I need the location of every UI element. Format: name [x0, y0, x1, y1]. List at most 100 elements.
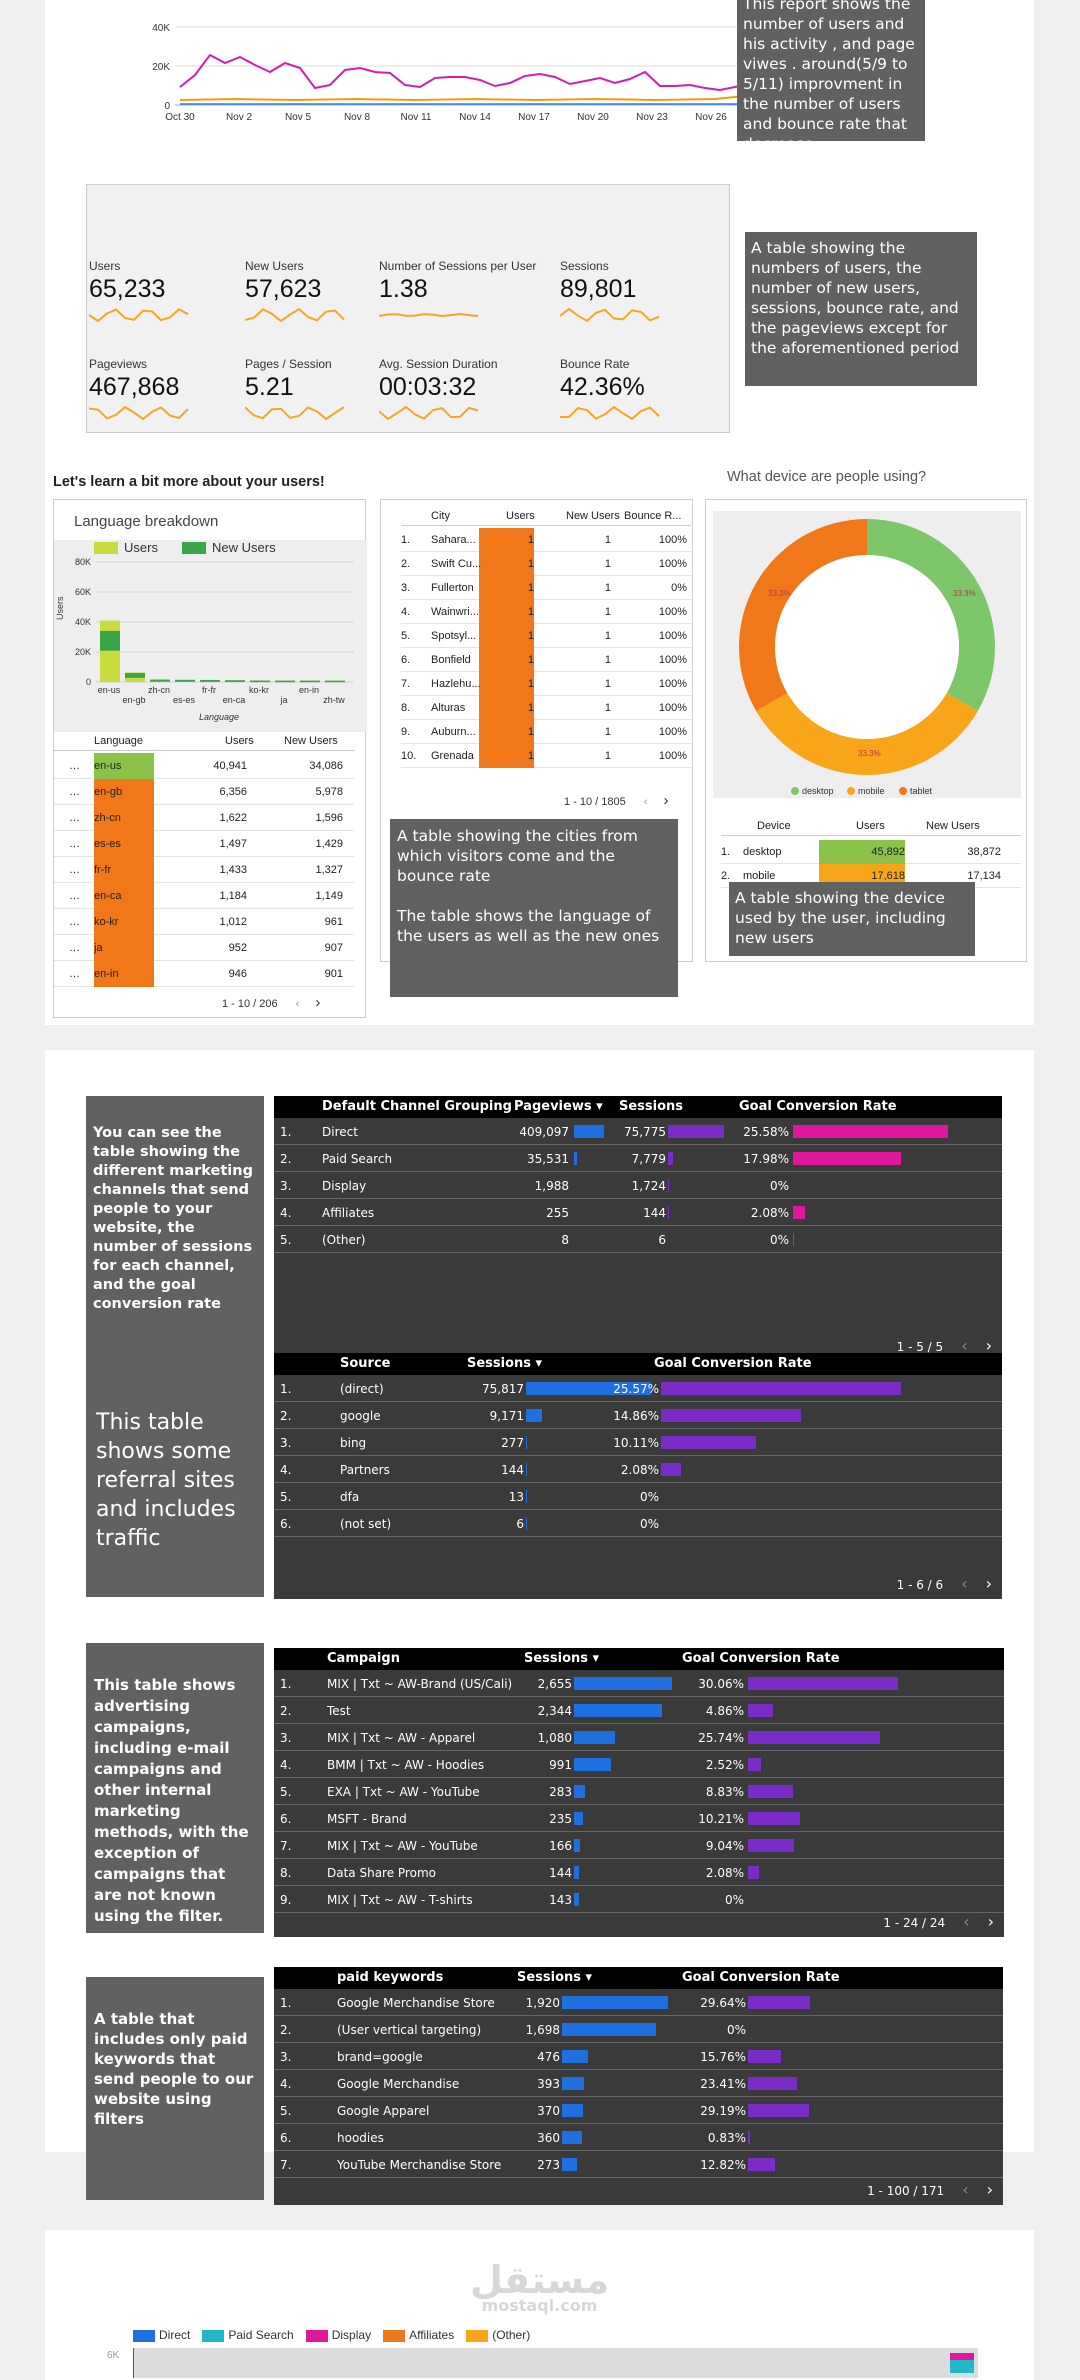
table-row[interactable]: 1. Sahara... 1 1 100%	[401, 528, 691, 552]
legend-item[interactable]: Paid Search	[202, 2328, 294, 2342]
table-row[interactable]: 5. dfa 13 0%	[274, 1483, 1002, 1510]
column-header[interactable]: New Users	[284, 735, 338, 747]
column-header[interactable]: Users	[506, 510, 535, 522]
table-row[interactable]: 6. Bonfield 1 1 100%	[401, 648, 691, 672]
next-page-icon[interactable]: ›	[986, 2180, 993, 2199]
table-row[interactable]: 4. Wainwri... 1 1 100%	[401, 600, 691, 624]
column-header[interactable]: Sessions	[619, 1099, 684, 1114]
kpi-sessions[interactable]: Sessions 89,801	[559, 259, 660, 331]
column-header[interactable]: Goal Conversion Rate	[739, 1099, 897, 1114]
prev-page-icon[interactable]: ‹	[295, 998, 300, 1010]
table-row[interactable]: 5. Spotsyl... 1 1 100%	[401, 624, 691, 648]
table-row[interactable]: 3. brand=google 476 15.76%	[274, 2043, 1003, 2070]
kpi-pageviews[interactable]: Pageviews 467,868	[88, 357, 189, 429]
table-row[interactable]: 7. MIX | Txt ~ AW - YouTube 166 9.04%	[274, 1832, 1004, 1859]
table-row[interactable]: … en-ca 1,184 1,149	[54, 883, 354, 909]
table-row[interactable]: 1. desktop 45,892 38,872	[721, 840, 1021, 864]
table-row[interactable]: 4. Affiliates 255 144 2.08%	[274, 1199, 1002, 1226]
prev-page-icon[interactable]: ‹	[643, 796, 648, 808]
table-row[interactable]: 7. Hazlehu... 1 1 100%	[401, 672, 691, 696]
column-header[interactable]: City	[431, 510, 450, 522]
table-row[interactable]: 3. Fullerton 1 1 0%	[401, 576, 691, 600]
table-cell: 1	[604, 726, 611, 738]
column-header[interactable]: paid keywords	[337, 1970, 444, 1985]
table-row[interactable]: 1. (direct) 75,817 25.57%	[274, 1375, 1002, 1402]
table-row[interactable]: 4. Partners 144 2.08%	[274, 1456, 1002, 1483]
table-row[interactable]: 1. Direct 409,097 75,775 25.58%	[274, 1118, 1002, 1145]
column-header[interactable]: Users	[856, 820, 885, 832]
donut-slice-desktop[interactable]	[867, 519, 995, 711]
column-header[interactable]: New Users	[926, 820, 980, 832]
next-page-icon[interactable]: ›	[985, 1336, 992, 1355]
table-row[interactable]: 6. MSFT - Brand 235 10.21%	[274, 1805, 1004, 1832]
table-row[interactable]: … en-in 946 901	[54, 961, 354, 987]
table-row[interactable]: 5. (Other) 8 6 0%	[274, 1226, 1002, 1253]
kpi-bounce-rate[interactable]: Bounce Rate 42.36%	[559, 357, 660, 429]
next-page-icon[interactable]: ›	[985, 1574, 992, 1593]
column-header[interactable]: Campaign	[327, 1651, 400, 1666]
table-row[interactable]: 8. Data Share Promo 144 2.08%	[274, 1859, 1004, 1886]
table-row[interactable]: 4. BMM | Txt ~ AW - Hoodies 991 2.52%	[274, 1751, 1004, 1778]
column-header[interactable]: Goal Conversion Rate	[654, 1356, 812, 1371]
table-row[interactable]: 9. MIX | Txt ~ AW - T-shirts 143 0%	[274, 1886, 1004, 1913]
table-row[interactable]: … en-us 40,941 34,086	[54, 753, 354, 779]
column-header[interactable]: Device	[757, 820, 791, 832]
table-row[interactable]: … en-gb 6,356 5,978	[54, 779, 354, 805]
kpi-label: Pages / Session	[245, 357, 332, 371]
table-row[interactable]: 2. Paid Search 35,531 7,779 17.98%	[274, 1145, 1002, 1172]
prev-page-icon[interactable]: ‹	[961, 1336, 968, 1355]
next-page-icon[interactable]: ›	[315, 994, 321, 1011]
table-row[interactable]: 3. Display 1,988 1,724 0%	[274, 1172, 1002, 1199]
table-row[interactable]: 3. MIX | Txt ~ AW - Apparel 1,080 25.74%	[274, 1724, 1004, 1751]
kpi-avg-session-duration[interactable]: Avg. Session Duration 00:03:32	[378, 357, 498, 429]
legend-item[interactable]: Affiliates	[383, 2328, 454, 2342]
table-row[interactable]: … ko-kr 1,012 961	[54, 909, 354, 935]
table-row[interactable]: … zh-cn 1,622 1,596	[54, 805, 354, 831]
column-header[interactable]: Sessions ▾	[524, 1651, 600, 1666]
column-header[interactable]: Goal Conversion Rate	[682, 1651, 840, 1666]
table-row[interactable]: 2. (User vertical targeting) 1,698 0%	[274, 2016, 1003, 2043]
column-header[interactable]: Language	[94, 735, 143, 747]
column-header[interactable]: Goal Conversion Rate	[682, 1970, 840, 1985]
table-row[interactable]: 1. Google Merchandise Store 1,920 29.64%	[274, 1989, 1003, 2016]
donut-slice-tablet[interactable]	[739, 519, 867, 711]
table-row[interactable]: 1. MIX | Txt ~ AW-Brand (US/Cali) 2,655 30.…	[274, 1670, 1004, 1697]
next-page-icon[interactable]: ›	[987, 1912, 994, 1931]
table-row[interactable]: 8. Alturas 1 1 100%	[401, 696, 691, 720]
table-row[interactable]: … fr-fr 1,433 1,327	[54, 857, 354, 883]
column-header[interactable]: Sessions ▾	[517, 1970, 593, 1985]
table-row[interactable]: … es-es 1,497 1,429	[54, 831, 354, 857]
table-row[interactable]: 2. google 9,171 14.86%	[274, 1402, 1002, 1429]
column-header[interactable]: Default Channel Grouping	[322, 1099, 512, 1114]
table-row[interactable]: 6. hoodies 360 0.83%	[274, 2124, 1003, 2151]
kpi-number-of-sessions-per-user[interactable]: Number of Sessions per User 1.38	[378, 259, 536, 331]
table-row[interactable]: 7. YouTube Merchandise Store 273 12.82%	[274, 2151, 1003, 2178]
legend-item[interactable]: (Other)	[466, 2328, 530, 2342]
column-header[interactable]: Users	[225, 735, 254, 747]
table-row[interactable]: 5. Google Apparel 370 29.19%	[274, 2097, 1003, 2124]
prev-page-icon[interactable]: ‹	[962, 2180, 969, 2199]
table-row[interactable]: 5. EXA | Txt ~ AW - YouTube 283 8.83%	[274, 1778, 1004, 1805]
table-row[interactable]: 2. Test 2,344 4.86%	[274, 1697, 1004, 1724]
table-row[interactable]: … ja 952 907	[54, 935, 354, 961]
column-header[interactable]: Source	[340, 1356, 391, 1371]
legend-item[interactable]: Display	[305, 2328, 371, 2342]
prev-page-icon[interactable]: ‹	[963, 1912, 970, 1931]
kpi-new-users[interactable]: New Users 57,623	[244, 259, 345, 331]
column-header[interactable]: Bounce R...	[624, 510, 682, 522]
column-header[interactable]: Sessions ▾	[467, 1356, 543, 1371]
table-row[interactable]: 3. bing 277 10.11%	[274, 1429, 1002, 1456]
donut-slice-mobile[interactable]	[756, 693, 978, 775]
table-row[interactable]: 9. Auburn... 1 1 100%	[401, 720, 691, 744]
kpi-users[interactable]: Users 65,233	[88, 259, 189, 331]
table-row[interactable]: 6. (not set) 6 0%	[274, 1510, 1002, 1537]
table-row[interactable]: 10. Grenada 1 1 100%	[401, 744, 691, 768]
kpi-pages-session[interactable]: Pages / Session 5.21	[244, 357, 345, 429]
table-row[interactable]: 4. Google Merchandise 393 23.41%	[274, 2070, 1003, 2097]
column-header[interactable]: New Users	[566, 510, 620, 522]
prev-page-icon[interactable]: ‹	[961, 1574, 968, 1593]
table-row[interactable]: 2. Swift Cu... 1 1 100%	[401, 552, 691, 576]
next-page-icon[interactable]: ›	[663, 792, 669, 809]
column-header[interactable]: Pageviews ▾	[514, 1099, 603, 1114]
legend-item[interactable]: Direct	[133, 2328, 190, 2342]
